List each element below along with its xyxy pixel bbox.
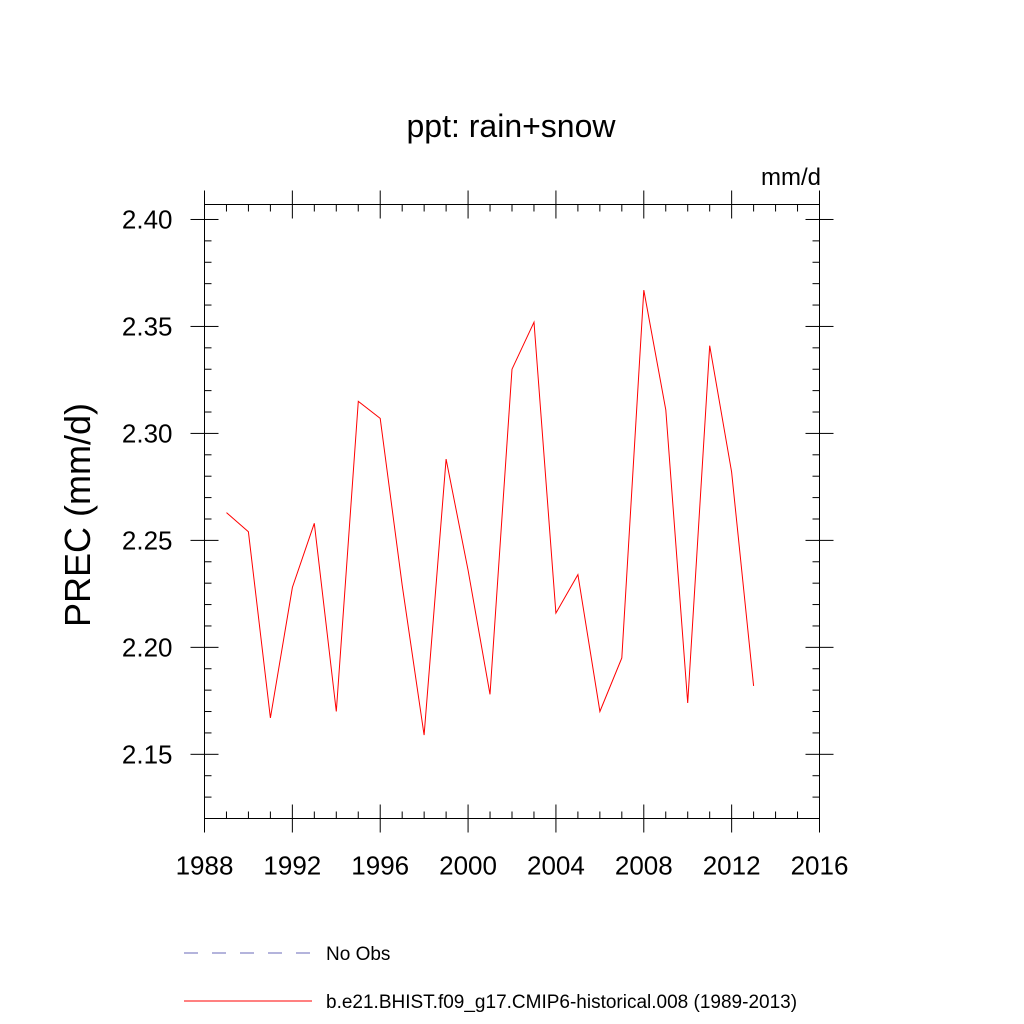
series-line-0 bbox=[226, 290, 755, 736]
x-tick-label: 2000 bbox=[439, 851, 497, 881]
legend-label-0: No Obs bbox=[326, 944, 390, 965]
plot-frame bbox=[204, 204, 820, 819]
series-point bbox=[424, 735, 425, 736]
x-tick-labels: 1988 1992 1996 2000 2004 2008 2012 2016 bbox=[176, 851, 849, 881]
chart-title: ppt: rain+snow bbox=[406, 108, 616, 144]
series-point bbox=[687, 702, 688, 703]
y-tick-label: 2.15 bbox=[122, 739, 173, 769]
series-point bbox=[358, 401, 359, 402]
y-tick-label: 2.20 bbox=[122, 632, 173, 662]
y-axis-label: PREC (mm/d) bbox=[57, 403, 98, 627]
x-tick-label: 1992 bbox=[263, 851, 321, 881]
series-point bbox=[753, 685, 754, 686]
series-point bbox=[533, 322, 534, 323]
axis-ticks bbox=[190, 190, 834, 833]
x-tick-label: 2012 bbox=[703, 851, 761, 881]
y-tick-labels: 2.15 2.20 2.25 2.30 2.35 2.40 bbox=[122, 204, 173, 769]
series-point bbox=[577, 574, 578, 575]
series-point bbox=[709, 345, 710, 346]
y-tick-label: 2.40 bbox=[122, 204, 173, 234]
legend-label-1: b.e21.BHIST.f09_g17.CMIP6-historical.008… bbox=[326, 992, 797, 1013]
series-point bbox=[446, 459, 447, 460]
series-point bbox=[292, 587, 293, 588]
x-tick-label: 1996 bbox=[351, 851, 409, 881]
series-point bbox=[270, 717, 271, 718]
series-point bbox=[380, 418, 381, 419]
y-tick-label: 2.30 bbox=[122, 418, 173, 448]
x-tick-label: 2016 bbox=[791, 851, 849, 881]
series-point bbox=[402, 585, 403, 586]
series-point bbox=[555, 613, 556, 614]
series-point bbox=[226, 512, 227, 513]
series-point bbox=[490, 694, 491, 695]
series-point bbox=[248, 531, 249, 532]
series-point bbox=[731, 471, 732, 472]
series-point bbox=[599, 711, 600, 712]
x-tick-label: 1988 bbox=[176, 851, 234, 881]
series-point bbox=[314, 523, 315, 524]
series-point bbox=[665, 409, 666, 410]
y-tick-label: 2.25 bbox=[122, 525, 173, 555]
unit-label: mm/d bbox=[761, 164, 821, 191]
series-point bbox=[643, 290, 644, 291]
x-tick-label: 2008 bbox=[615, 851, 673, 881]
series-point bbox=[468, 570, 469, 571]
series-point bbox=[621, 658, 622, 659]
legend: No Obs b.e21.BHIST.f09_g17.CMIP6-historic… bbox=[184, 944, 797, 1013]
y-tick-label: 2.35 bbox=[122, 311, 173, 341]
x-tick-label: 2004 bbox=[527, 851, 585, 881]
series-layer bbox=[226, 290, 755, 736]
series-point bbox=[512, 369, 513, 370]
series-point bbox=[336, 711, 337, 712]
